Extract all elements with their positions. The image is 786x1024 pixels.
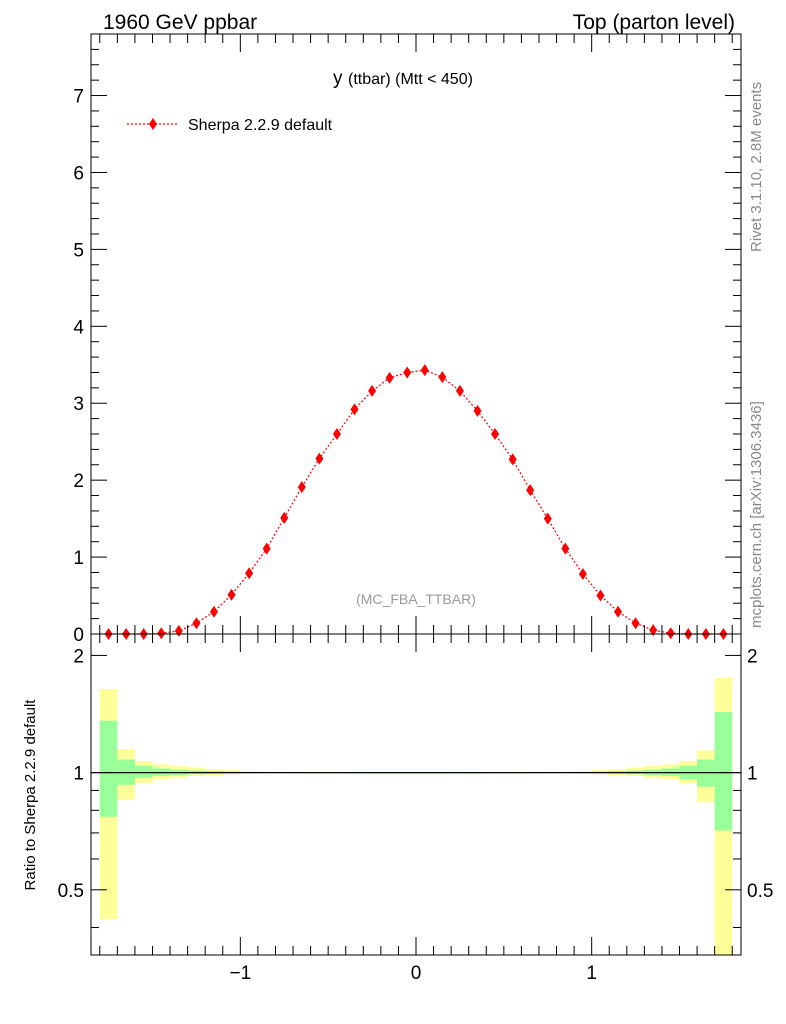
data-point [578,568,587,580]
y-tick-label: 5 [73,240,84,261]
data-point [192,617,201,630]
y-tick-label: 2 [73,471,84,492]
site-label: mcplots.cern.ch [arXiv:1306.3436] [748,401,765,628]
series-line [108,369,724,635]
data-point [543,512,552,525]
ratio-y-label: 2 [73,646,84,667]
ratio-y-label: 1 [73,764,84,785]
data-point [227,588,236,601]
x-tick-label: 1 [586,963,597,984]
plot-title-var: y [333,68,343,89]
data-point [385,371,394,384]
data-point [438,371,447,384]
data-point [649,624,658,637]
main-panel: 0 1 2 3 4 5 6 7 y (ttbar) (Mtt < 450) Sherpa 2.… [73,33,742,646]
y-tick-label: 6 [73,163,84,184]
y-tick-label: 4 [73,317,84,338]
x-tick-label: −1 [229,963,251,984]
data-point [368,384,377,397]
ratio-y-label-right: 2 [747,646,758,667]
data-point [508,453,517,466]
data-point [455,384,464,397]
data-point [561,542,570,555]
ratio-y-label-right: 1 [747,764,758,785]
ratio-bands [91,677,741,955]
y-tick-label: 1 [73,548,84,569]
data-point [473,404,482,417]
legend-label: Sherpa 2.2.9 default [188,117,333,134]
data-point [596,589,605,602]
ratio-panel: 0.5 0.5 1 1 2 2 −1 0 1 Ratio to Sherpa 2.2.9 def… [22,633,773,984]
analysis-watermark: (MC_FBA_TTBAR) [356,591,476,607]
data-point [491,428,500,440]
ratio-y-label: 0.5 [58,881,84,902]
data-point [332,428,341,440]
data-point [350,403,359,416]
plot-title-subtitle: (ttbar) (Mtt < 450) [348,71,473,88]
data-point [174,624,183,637]
legend: Sherpa 2.2.9 default [127,117,333,134]
data-point [666,627,675,640]
data-point [297,481,306,494]
data-point [262,542,271,555]
green-band-bin [134,765,153,778]
rivet-label: Rivet 3.1.10, 2.8M events [748,82,765,252]
x-tick-label: 0 [411,963,422,984]
legend-marker [149,118,157,130]
y-tick-label: 7 [73,87,84,108]
process-label: Top (parton level) [573,11,735,34]
ratio-ylabel-group: Ratio to Sherpa 2.2.9 default [22,699,39,891]
green-band-bin [714,712,733,831]
ratio-y-label-right: 0.5 [747,881,773,902]
data-point [245,567,254,580]
ratio-ylabel: Ratio to Sherpa 2.2.9 default [22,699,39,891]
energy-label: 1960 GeV ppbar [103,11,257,34]
ratio-frame [90,633,742,956]
data-point [403,366,412,379]
rivet-info: Rivet 3.1.10, 2.8M events [748,82,765,252]
data-point [315,452,324,465]
y-tick-label: 0 [73,625,84,646]
data-point [420,364,429,377]
green-band-bin [99,720,118,817]
data-point [157,627,166,640]
data-point [631,617,640,630]
site-info: mcplots.cern.ch [arXiv:1306.3436] [748,401,765,628]
series-sherpa [104,364,728,640]
data-point [614,605,623,618]
y-tick-label: 3 [73,394,84,415]
data-point [526,484,535,497]
data-point [280,511,289,524]
data-point [209,605,218,618]
